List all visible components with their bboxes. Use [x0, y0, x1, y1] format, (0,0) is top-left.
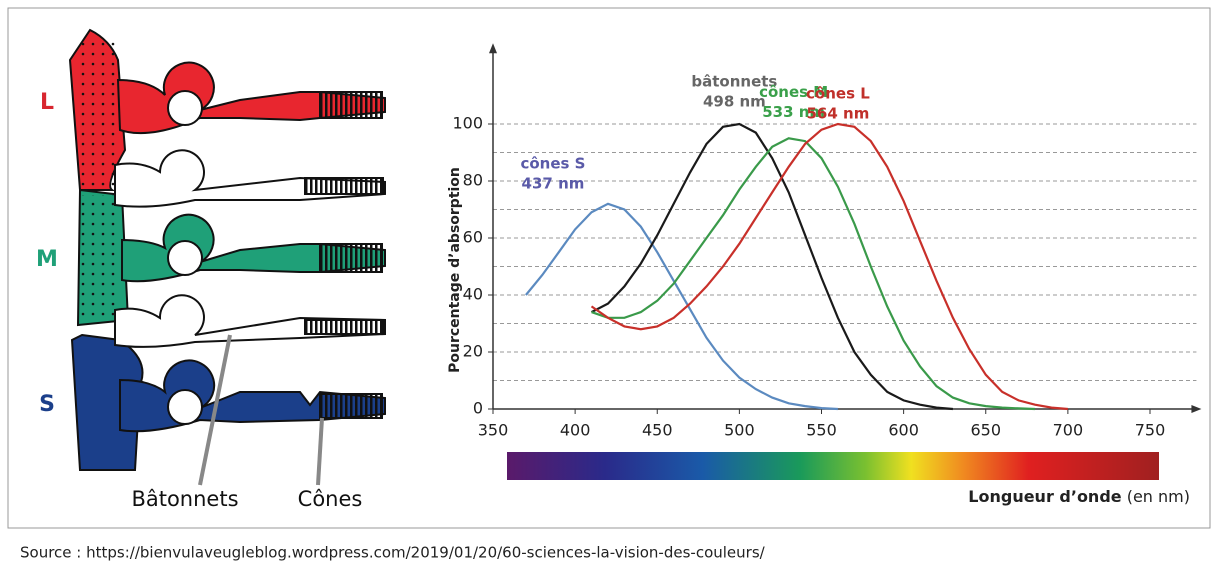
- nucleus: [167, 90, 203, 126]
- y-tick-label: 0: [473, 399, 483, 418]
- texture: [80, 40, 120, 190]
- chart: 0 20 40 60 80 100 350 400 450 500 550 600 650 700 750 P…: [447, 43, 1202, 506]
- x-tick-label: 550: [806, 421, 837, 440]
- y-tick-label: 60: [463, 228, 483, 247]
- series-name: cônes S: [520, 154, 585, 172]
- x-tick-label: 400: [560, 421, 591, 440]
- nucleus: [167, 389, 203, 425]
- series-peak: 533 nm: [762, 103, 825, 121]
- rod-outer: [304, 319, 384, 335]
- series-line: [590, 122, 953, 411]
- y-tick-label: 20: [463, 342, 483, 361]
- series-name: cônes L: [806, 85, 870, 103]
- pointer: [316, 417, 324, 486]
- series-name: cônes M: [759, 83, 828, 101]
- y-tick-label: 100: [452, 114, 483, 133]
- outer-segment: [319, 393, 383, 419]
- x-tick-label: 500: [724, 421, 755, 440]
- outer-segment: [319, 91, 383, 119]
- pointer-label: Bâtonnets: [131, 487, 238, 511]
- series-name: bâtonnets: [691, 73, 777, 91]
- x-label-unit: (en nm): [1127, 487, 1190, 506]
- series-line: [591, 137, 1036, 411]
- x-arrow: [1191, 405, 1202, 413]
- y-axis-label: Pourcentage d’absorption: [447, 167, 463, 373]
- y-tick-label: 80: [463, 171, 483, 190]
- pointer-label: Cônes: [298, 487, 363, 511]
- rod-outer: [304, 177, 384, 195]
- series-peak: 437 nm: [522, 174, 585, 192]
- y-tick-label: 40: [463, 285, 483, 304]
- x-tick-label: 600: [888, 421, 919, 440]
- x-tick-label: 700: [1053, 421, 1084, 440]
- row-label: M: [36, 247, 58, 272]
- source: Source : https://bienvulaveugleblog.word…: [20, 544, 766, 562]
- series-peak: 498 nm: [703, 93, 766, 111]
- series-line: [525, 202, 838, 411]
- x-tick-label: 450: [642, 421, 673, 440]
- y-arrow: [489, 43, 497, 54]
- row-label: L: [40, 90, 54, 115]
- x-tick-label: 750: [1135, 421, 1166, 440]
- series-line: [590, 122, 1068, 411]
- series-peak: 564 nm: [807, 105, 870, 123]
- nucleus: [167, 240, 203, 276]
- pointer: [198, 334, 232, 486]
- x-axis-label: Longueur d’onde (en nm): [968, 487, 1190, 506]
- outer-segment: [319, 243, 383, 273]
- row-label: S: [39, 392, 55, 417]
- x-label-name: Longueur d’onde: [968, 487, 1121, 506]
- x-tick-label: 650: [970, 421, 1001, 440]
- spectrum-bar: [507, 452, 1159, 480]
- photoreceptor-diagram: L M S Bâtonnets Cônes: [36, 28, 386, 511]
- x-tick-label: 350: [478, 421, 509, 440]
- texture: [80, 195, 120, 320]
